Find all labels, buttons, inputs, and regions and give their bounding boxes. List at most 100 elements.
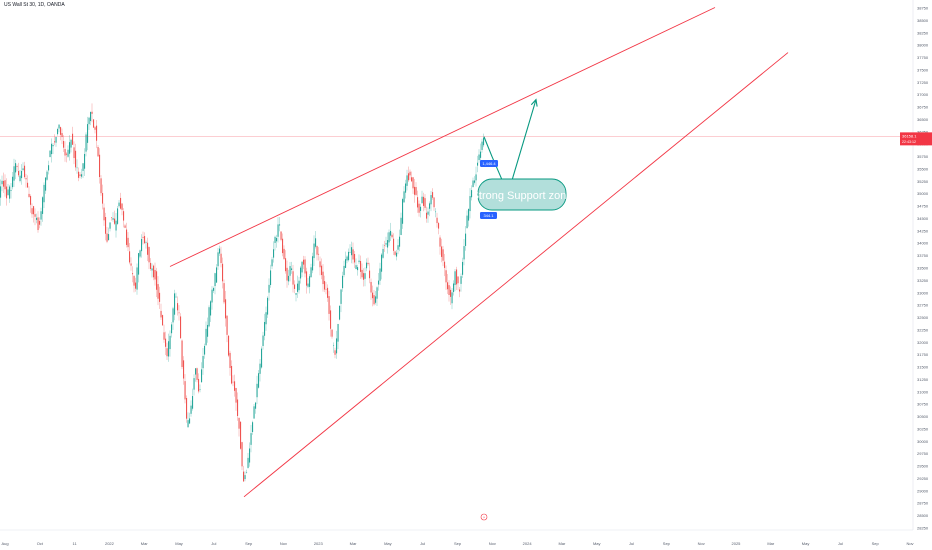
candle-body — [43, 184, 45, 203]
candle-body — [288, 275, 290, 282]
candle-body — [85, 134, 87, 152]
candle-body — [474, 180, 476, 183]
candle-body — [304, 259, 306, 274]
y-tick-label: 32250 — [917, 327, 929, 332]
candle-body — [339, 305, 341, 320]
candle-body — [241, 442, 243, 467]
candle-body — [145, 242, 147, 243]
candle-body — [384, 245, 386, 246]
candle-body — [475, 174, 477, 181]
candle-body — [409, 171, 411, 176]
candle-body — [457, 276, 459, 284]
candle-body — [309, 276, 311, 287]
candle-body — [450, 289, 452, 297]
candle-body — [259, 363, 261, 374]
candle-body — [465, 233, 467, 246]
candle-body — [121, 203, 123, 210]
candle-body — [57, 128, 59, 135]
candle-body — [382, 248, 384, 258]
candle-body — [354, 253, 356, 263]
candle-body — [82, 163, 84, 171]
support-zone-label: Strong Support zone — [472, 190, 573, 202]
candle-body — [151, 268, 153, 271]
candle-body — [451, 292, 453, 304]
candle-body — [274, 236, 276, 243]
x-tick-label: Sep — [872, 541, 880, 546]
y-tick-label: 35250 — [917, 179, 929, 184]
x-tick-label: Jul — [629, 541, 634, 546]
y-tick-label: 34500 — [917, 216, 929, 221]
y-tick-label: 31000 — [917, 389, 929, 394]
channel-lower-line — [243, 52, 789, 498]
candle-body — [277, 224, 279, 237]
candle-body — [165, 338, 167, 347]
candle-body — [163, 332, 165, 340]
candle-body — [373, 295, 375, 305]
measure-tag-lower-box — [480, 212, 497, 219]
candle-body — [441, 246, 443, 257]
y-tick-label: 33250 — [917, 278, 929, 283]
y-tick-label: 29500 — [917, 464, 929, 469]
candle-body — [198, 378, 200, 392]
candle-body — [180, 316, 182, 339]
candle-body — [247, 457, 249, 468]
candle-body — [331, 329, 333, 337]
candle-body — [361, 269, 363, 278]
x-tick-label: 2025 — [732, 541, 742, 546]
candle-body — [33, 206, 35, 215]
candle-body — [192, 396, 194, 409]
x-tick-label: May — [175, 541, 183, 546]
x-tick-label: 2023 — [314, 541, 324, 546]
candle-body — [265, 312, 267, 325]
candle-body — [279, 224, 281, 226]
candle-body — [363, 273, 365, 280]
x-tick-label: Mar — [141, 541, 149, 546]
candle-body — [478, 154, 480, 161]
candle-body — [106, 233, 108, 242]
candle-body — [237, 399, 239, 416]
y-tick-label: 34750 — [917, 204, 929, 209]
candle-body — [73, 147, 75, 159]
candle-body — [127, 237, 129, 248]
candle-body — [169, 335, 171, 350]
candle-body — [258, 373, 260, 388]
candle-body — [123, 211, 125, 221]
candle-body — [364, 273, 366, 279]
x-tick-label: Jul — [420, 541, 425, 546]
candle-body — [235, 387, 237, 403]
candle-body — [375, 296, 377, 303]
candle-body — [285, 258, 287, 272]
candle-body — [157, 284, 159, 299]
candle-body — [219, 248, 221, 254]
candle-body — [100, 178, 102, 194]
candle-body — [205, 328, 207, 346]
candle-body — [448, 285, 450, 295]
y-tick-label: 33000 — [917, 290, 929, 295]
candle-body — [255, 402, 257, 409]
y-tick-label: 38750 — [917, 6, 929, 11]
candle-body — [456, 269, 458, 285]
candle-body — [438, 223, 440, 229]
measure-tag-upper: 1,446.4 — [482, 161, 496, 166]
y-tick-label: 30000 — [917, 439, 929, 444]
candle-body — [36, 217, 38, 220]
y-tick-label: 31500 — [917, 365, 929, 370]
candle-body — [148, 247, 150, 263]
candle-body — [372, 292, 374, 299]
x-tick-label: 2022 — [105, 541, 115, 546]
candle-body — [199, 389, 201, 390]
candle-body — [303, 259, 305, 265]
candle-body — [108, 234, 110, 241]
candle-body — [9, 186, 11, 199]
candle-body — [298, 280, 300, 291]
candle-body — [144, 236, 146, 244]
candle-body — [0, 186, 2, 198]
candle-body — [18, 170, 20, 176]
candle-body — [393, 238, 395, 251]
candle-body — [181, 340, 183, 368]
candle-body — [195, 368, 197, 375]
x-tick-label: 2024 — [523, 541, 533, 546]
candle-body — [40, 211, 42, 220]
candle-body — [349, 252, 351, 253]
